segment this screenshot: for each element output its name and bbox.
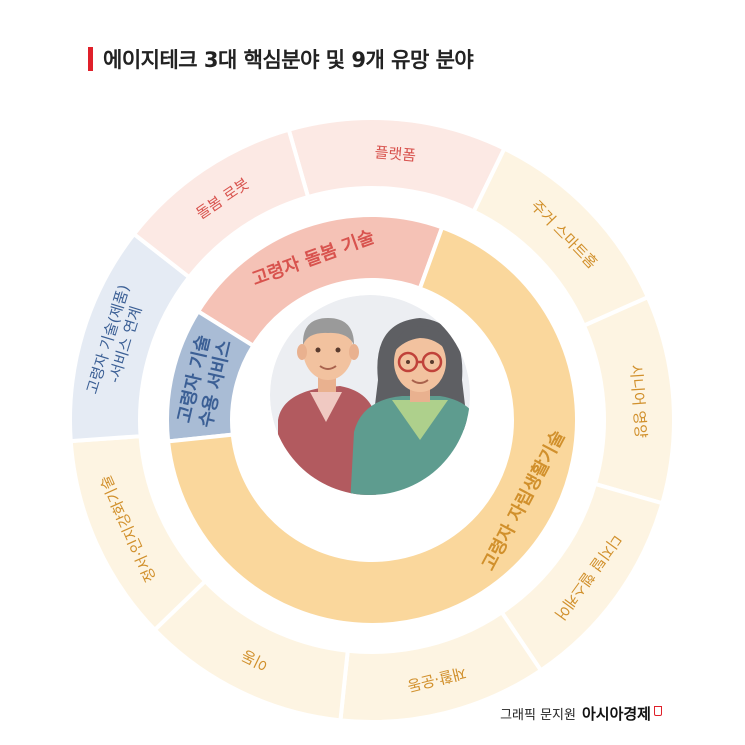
header: 에이지테크 3대 핵심분야 및 9개 유망 분야: [88, 44, 474, 74]
elderly-couple-icon: [270, 295, 470, 495]
field-label: 플랫폼: [374, 143, 417, 165]
field-segment: [131, 127, 311, 280]
page-title: 에이지테크 3대 핵심분야 및 9개 유망 분야: [103, 48, 474, 72]
credit: 그래픽 문지원 아시아경제: [500, 703, 662, 724]
credit-brand: 아시아경제: [581, 705, 651, 723]
core-area-segment: [165, 224, 579, 627]
field-label: 시니어 영양: [627, 364, 650, 439]
core-area-segment: [165, 308, 257, 444]
accent-bar: [88, 47, 93, 71]
credit-text: 그래픽 문지원: [500, 708, 576, 723]
brand-mark-icon: [654, 705, 662, 716]
center-illustration: [268, 293, 472, 497]
field-segment: [581, 294, 676, 506]
field-segment: [286, 116, 508, 215]
